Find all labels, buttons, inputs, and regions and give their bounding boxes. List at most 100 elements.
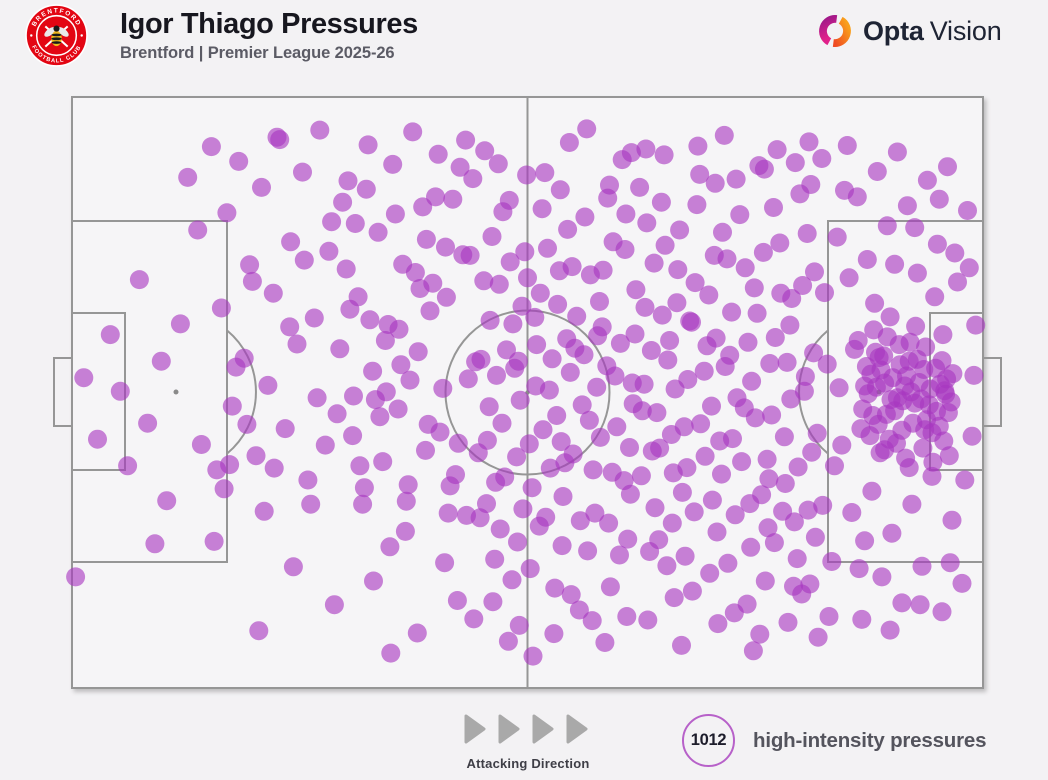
pressure-dot <box>699 285 719 305</box>
pressure-dot <box>817 354 837 374</box>
pressure-dot <box>590 427 610 447</box>
pressure-dot <box>229 151 249 171</box>
pressure-dot <box>664 588 684 608</box>
pressure-dot <box>307 388 327 408</box>
pressure-dot <box>632 401 652 421</box>
pressure-dot <box>670 220 690 240</box>
pressure-dot <box>788 457 808 477</box>
opta-wordmark: Opta Vision <box>863 16 1002 47</box>
pressure-dot <box>522 478 542 498</box>
pressure-dot <box>842 503 862 522</box>
pressure-dot <box>705 173 725 193</box>
pressure-dot <box>551 432 571 452</box>
opta-vision-logo: Opta Vision <box>816 10 1002 52</box>
pressure-dot <box>745 408 765 428</box>
pressure-dot <box>538 238 557 258</box>
pressure-dot <box>388 399 408 419</box>
pressure-dot <box>857 250 877 269</box>
pressure-dot <box>258 375 278 395</box>
pressure-dot <box>784 576 803 596</box>
pressure-dot <box>660 331 680 350</box>
pressure-dot <box>249 621 269 641</box>
pressure-dot <box>743 641 763 661</box>
pressure-dot <box>952 573 972 593</box>
pressure-dot <box>942 510 962 530</box>
pressure-dot <box>684 502 704 522</box>
pressure-dot <box>500 252 520 272</box>
pressure-dot <box>553 487 573 506</box>
pressure-dot <box>837 136 857 155</box>
pressure-dot <box>708 614 728 634</box>
pressure-dot <box>753 242 773 262</box>
pressure-dot <box>572 395 592 415</box>
pressure-dot <box>370 407 390 427</box>
pressure-dot <box>678 370 698 389</box>
pressure-dot <box>634 374 654 394</box>
pressure-dot <box>927 401 946 421</box>
pressure-dot <box>835 180 854 200</box>
pressure-dot <box>281 232 301 252</box>
pressure-dot <box>587 377 607 397</box>
pressure-dot <box>488 154 508 174</box>
pressure-dot <box>667 293 687 313</box>
pressure-dot <box>764 533 784 553</box>
pressure-dot <box>885 401 905 421</box>
pressure-dot <box>512 296 532 316</box>
pressure-dot <box>360 310 380 330</box>
pressure-dot <box>403 122 423 142</box>
pressure-dot <box>907 349 927 369</box>
pressure-dot <box>385 204 405 224</box>
pressure-dot <box>770 233 790 253</box>
pressure-dot <box>520 559 540 579</box>
pressure-dot <box>333 192 353 212</box>
pressure-dot <box>780 315 800 335</box>
pressure-dot <box>706 328 726 348</box>
pressure-dot <box>934 431 954 451</box>
pressure-dot <box>507 447 527 467</box>
pressure-dot <box>707 522 727 542</box>
pressure-dot <box>812 149 832 168</box>
pressure-dot <box>319 241 339 261</box>
pressure-dot <box>695 446 715 466</box>
pressure-dot <box>515 242 535 262</box>
pressure-dot <box>595 633 615 652</box>
pressure-dot <box>375 331 395 350</box>
pressure-dot <box>483 592 503 612</box>
pressure-dot <box>519 434 539 454</box>
pressure-dot <box>471 349 491 369</box>
pressure-dot <box>246 446 266 466</box>
pressure-dot <box>829 378 849 398</box>
pressure-dot <box>413 197 433 217</box>
pressure-dot <box>749 156 769 176</box>
pressure-dot <box>457 505 476 525</box>
pressure-dot <box>867 162 887 181</box>
pressure-dot <box>925 287 945 307</box>
pressure-dot <box>917 170 937 190</box>
pressure-dot <box>436 237 455 257</box>
pressure-dot <box>959 258 979 278</box>
pressure-dot <box>933 325 953 345</box>
pressure-dot <box>906 316 926 336</box>
pressure-dot <box>807 423 827 443</box>
pressure-dot <box>578 541 598 561</box>
pressure-dot <box>964 365 984 385</box>
pressure-dot <box>896 448 916 468</box>
pressure-dot <box>598 188 618 208</box>
pressure-dot <box>322 212 342 232</box>
pressure-dot <box>668 260 688 280</box>
pressure-dot <box>353 494 373 514</box>
pressure-dot <box>832 435 852 455</box>
pressure-dot <box>477 430 497 450</box>
pressure-dot <box>363 361 383 381</box>
pressure-dot <box>735 258 755 278</box>
pressure-dot <box>913 438 933 458</box>
pressure-dot <box>575 207 595 227</box>
pressure-dot <box>610 545 629 565</box>
page-subtitle: Brentford | Premier League 2025-26 <box>120 44 395 63</box>
pressure-dot <box>799 132 819 152</box>
pressure-dot <box>865 293 885 313</box>
pressure-dot <box>923 452 943 472</box>
pressure-count-label: high-intensity pressures <box>753 729 987 752</box>
pressure-dot <box>433 378 453 398</box>
pressure-dot <box>882 523 902 543</box>
